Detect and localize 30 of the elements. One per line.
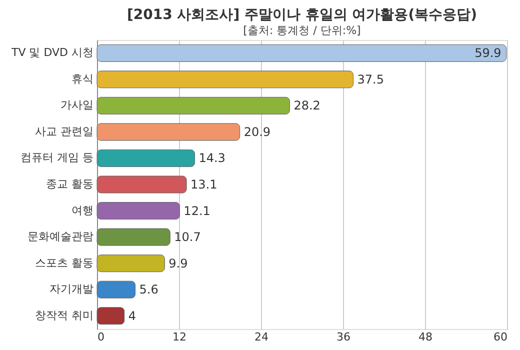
chart-subtitle: [출처: 통계청 / 단위:%] <box>243 24 361 37</box>
data-label: 4 <box>128 308 136 323</box>
y-tick-label: 스포츠 활동 <box>35 256 94 270</box>
data-label: 9.9 <box>168 256 188 270</box>
x-tick-label: 60 <box>494 330 508 344</box>
data-label: 20.9 <box>244 124 271 139</box>
x-tick-label: 0 <box>98 330 104 344</box>
y-tick-label: 휴식 <box>72 72 94 86</box>
y-tick-label: 여행 <box>72 204 94 217</box>
y-tick-label: 자기개발 <box>50 282 94 296</box>
data-label: 28.2 <box>294 98 320 113</box>
data-label: 14.3 <box>198 151 226 166</box>
y-tick-label: 가사일 <box>60 98 94 112</box>
data-label: 10.7 <box>174 230 201 244</box>
data-label: 5.6 <box>139 282 158 297</box>
x-tick-label: 24 <box>254 330 268 344</box>
data-label: 13.1 <box>190 178 218 192</box>
y-tick-label: 문화예술관람 <box>28 230 94 244</box>
y-tick-label: TV 및 DVD 시청 <box>10 46 94 60</box>
x-tick-label: 12 <box>172 330 186 344</box>
x-tick-label: 36 <box>336 330 350 344</box>
data-label: 37.5 <box>357 72 384 86</box>
x-tick-label: 48 <box>418 330 432 344</box>
chart-title: [2013 사회조사] 주말이나 휴일의 여가활용(복수응답) <box>126 7 478 23</box>
data-label: 59.9 <box>474 46 502 60</box>
data-label: 12.1 <box>184 204 210 218</box>
y-tick-label: 사교 관련일 <box>35 124 94 138</box>
y-tick-label: 종교 활동 <box>46 178 94 190</box>
y-tick-label: 컴퓨터 게임 등 <box>20 151 94 164</box>
y-tick-label: 창작적 취미 <box>35 308 94 322</box>
